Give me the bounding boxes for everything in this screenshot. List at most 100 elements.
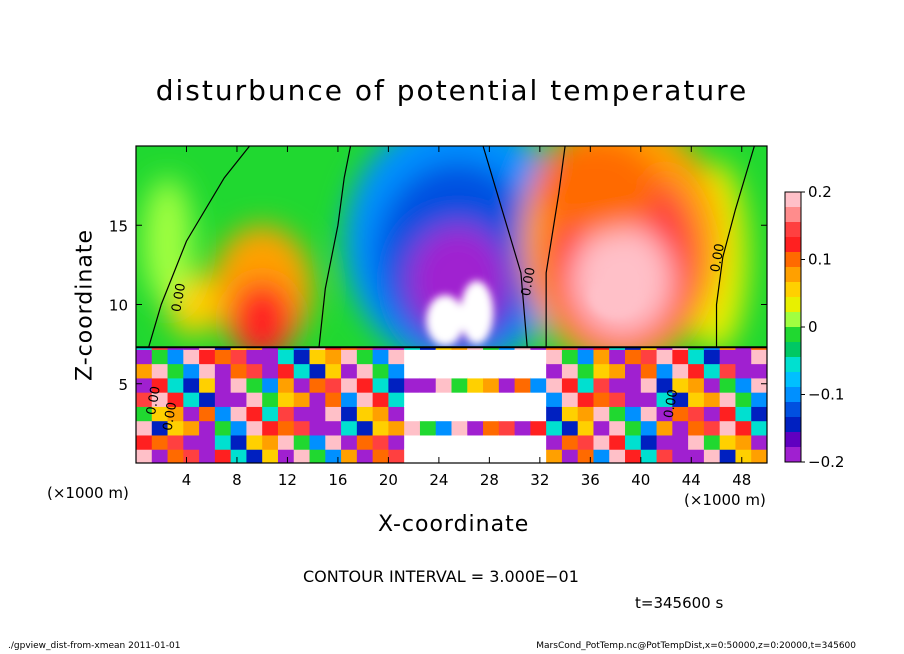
colorbar-segment bbox=[785, 327, 801, 343]
turbulent-cell bbox=[751, 420, 767, 436]
turbulent-cell bbox=[356, 348, 374, 365]
turbulent-cell bbox=[246, 448, 264, 463]
turbulent-cell bbox=[183, 391, 201, 407]
turbulent-cell bbox=[483, 434, 500, 450]
turbulent-cell bbox=[293, 391, 311, 407]
turbulent-cell bbox=[183, 347, 201, 350]
turbulent-cell bbox=[688, 377, 705, 393]
turbulent-cell bbox=[672, 391, 690, 407]
turbulent-cell bbox=[214, 391, 232, 407]
turbulent-cell bbox=[341, 448, 358, 463]
turbulent-cell bbox=[246, 420, 264, 436]
turbulent-cell bbox=[277, 391, 295, 407]
colorbar-segment bbox=[785, 192, 801, 208]
turbulent-cell bbox=[688, 434, 705, 450]
turbulent-cell bbox=[625, 348, 642, 365]
turbulent-cell bbox=[609, 434, 627, 450]
turbulent-cell bbox=[167, 448, 185, 463]
turbulent-cell bbox=[483, 420, 500, 436]
turbulent-cell bbox=[325, 434, 343, 450]
turbulent-cell bbox=[498, 434, 516, 450]
turbulent-cell bbox=[230, 448, 248, 463]
colorbar-segment bbox=[785, 447, 801, 463]
turbulent-cell bbox=[419, 347, 437, 350]
contour-label: 0.00 bbox=[144, 385, 164, 416]
turbulent-cell bbox=[230, 405, 248, 422]
turbulent-cell bbox=[356, 448, 374, 463]
turbulent-cell bbox=[561, 448, 579, 463]
colorbar-segment bbox=[785, 402, 801, 418]
turbulent-cell bbox=[514, 448, 532, 463]
colorbar-label: −0.1 bbox=[808, 386, 844, 404]
turbulent-cell bbox=[151, 347, 169, 350]
turbulent-cell bbox=[656, 348, 674, 365]
turbulent-cell bbox=[656, 405, 674, 422]
turbulent-cell bbox=[640, 405, 658, 422]
colorbar-segment bbox=[785, 387, 801, 403]
turbulent-cell bbox=[214, 448, 232, 463]
turbulent-cell bbox=[341, 405, 358, 422]
turbulent-cell bbox=[577, 347, 595, 350]
contour-label: 0.00 bbox=[161, 401, 181, 432]
turbulent-cell bbox=[230, 377, 248, 393]
turbulent-cell bbox=[419, 363, 437, 379]
turbulent-cell bbox=[199, 448, 216, 463]
turbulent-cell bbox=[735, 363, 753, 379]
turbulent-cell bbox=[719, 405, 737, 422]
x-tick-label: 44 bbox=[682, 471, 701, 489]
turbulent-cell bbox=[136, 391, 153, 407]
core-blob bbox=[426, 294, 465, 346]
turbulent-cell bbox=[719, 363, 737, 379]
turbulent-cell bbox=[546, 405, 563, 422]
core-blob bbox=[460, 280, 494, 345]
turbulent-cell bbox=[703, 420, 721, 436]
turbulent-cell bbox=[183, 434, 201, 450]
turbulent-cell bbox=[640, 347, 658, 350]
colorbar-segment bbox=[785, 312, 801, 328]
turbulent-cell bbox=[751, 363, 767, 379]
turbulent-cell bbox=[246, 434, 264, 450]
turbulent-cell bbox=[656, 347, 674, 350]
turbulent-cell bbox=[530, 448, 548, 463]
turbulent-cell bbox=[719, 448, 737, 463]
colorbar-segment bbox=[785, 357, 801, 373]
contour-label: 0.00 bbox=[662, 388, 682, 419]
turbulent-cell bbox=[404, 347, 421, 350]
turbulent-cell bbox=[514, 391, 532, 407]
turbulent-cell bbox=[372, 391, 390, 407]
turbulent-cell bbox=[625, 363, 642, 379]
turbulent-cell bbox=[530, 391, 548, 407]
turbulent-cell bbox=[451, 420, 469, 436]
turbulent-cell bbox=[309, 448, 327, 463]
turbulent-cell bbox=[561, 377, 579, 393]
turbulent-cell bbox=[199, 420, 216, 436]
turbulent-cell bbox=[419, 405, 437, 422]
turbulent-cell bbox=[735, 391, 753, 407]
turbulent-cell bbox=[136, 420, 153, 436]
turbulent-cell bbox=[451, 348, 469, 365]
colorbar-segment bbox=[785, 222, 801, 238]
turbulent-cell bbox=[214, 420, 232, 436]
turbulent-cell bbox=[214, 377, 232, 393]
turbulent-cell bbox=[593, 434, 611, 450]
turbulent-cell bbox=[688, 448, 705, 463]
turbulent-cell bbox=[151, 391, 169, 407]
turbulent-cell bbox=[640, 348, 658, 365]
turbulent-cell bbox=[435, 377, 453, 393]
turbulent-cell bbox=[498, 347, 516, 350]
turbulent-cell bbox=[325, 391, 343, 407]
turbulent-cell bbox=[151, 405, 169, 422]
turbulent-cell bbox=[372, 377, 390, 393]
turbulent-cell bbox=[419, 348, 437, 365]
anomaly-blob bbox=[142, 177, 193, 305]
turbulent-cell bbox=[214, 405, 232, 422]
turbulent-cell bbox=[199, 347, 216, 350]
colorbar-segment bbox=[785, 342, 801, 358]
turbulent-cell bbox=[183, 420, 201, 436]
turbulent-cell bbox=[356, 391, 374, 407]
turbulent-cell bbox=[277, 420, 295, 436]
turbulent-cell bbox=[293, 405, 311, 422]
turbulent-cell bbox=[230, 434, 248, 450]
y-axis-unit: (×1000 m) bbox=[47, 484, 129, 502]
turbulent-cell bbox=[530, 405, 548, 422]
